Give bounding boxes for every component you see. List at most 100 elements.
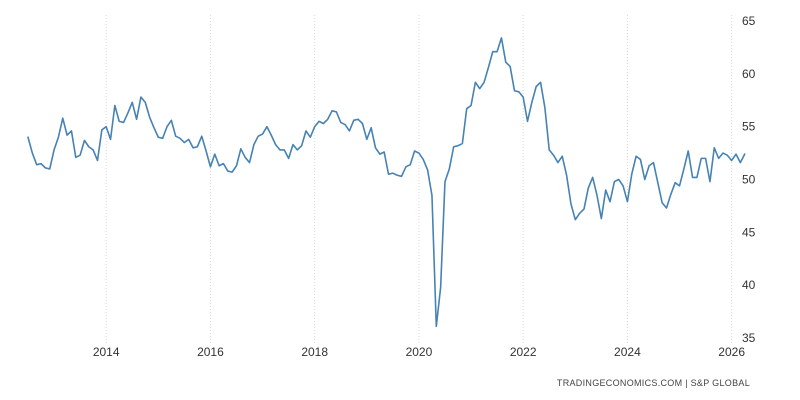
data-point-2018-07 [338, 120, 343, 125]
data-point-2013-09 [86, 144, 91, 149]
data-point-2022-01 [521, 95, 526, 100]
data-point-2016-01 [208, 164, 213, 169]
data-point-2014-12 [151, 125, 156, 130]
data-point-2025-05 [694, 175, 699, 180]
data-point-2018-03 [321, 121, 326, 126]
data-point-2019-04 [377, 152, 382, 157]
data-point-2013-06 [73, 155, 78, 160]
series-layer [27, 37, 746, 329]
data-point-2012-09 [34, 162, 39, 167]
data-point-2015-11 [199, 134, 204, 139]
data-point-2022-11 [564, 173, 569, 178]
data-point-2023-12 [621, 183, 626, 188]
data-point-2013-10 [91, 147, 96, 152]
data-point-2017-04 [273, 142, 278, 147]
data-point-2017-01 [260, 132, 265, 137]
data-point-2017-02 [264, 124, 269, 129]
data-point-2022-03 [529, 100, 534, 105]
data-point-2014-04 [117, 119, 122, 124]
data-point-2020-07 [442, 179, 447, 184]
data-point-2016-02 [212, 152, 217, 157]
data-point-2022-09 [555, 160, 560, 165]
data-point-2014-05 [121, 120, 126, 125]
x-tick-label-2014: 2014 [93, 345, 120, 359]
data-point-2017-06 [282, 147, 287, 152]
data-point-2022-04 [534, 84, 539, 89]
data-point-2020-01 [416, 151, 421, 156]
data-point-2022-02 [525, 119, 530, 124]
data-point-2012-11 [43, 165, 48, 170]
data-point-2025-02 [681, 166, 686, 171]
data-point-2019-07 [390, 171, 395, 176]
data-point-2021-11 [512, 88, 517, 93]
data-point-2020-02 [421, 157, 426, 162]
data-point-2014-10 [143, 100, 148, 105]
data-point-2023-06 [595, 193, 600, 198]
data-point-2013-11 [95, 158, 100, 163]
data-point-2018-05 [330, 108, 335, 113]
data-point-2023-05 [590, 175, 595, 180]
data-point-2012-12 [47, 166, 52, 171]
data-point-2017-07 [286, 156, 291, 161]
data-point-2017-12 [308, 135, 313, 140]
data-point-2019-02 [369, 125, 374, 130]
data-point-2024-09 [660, 200, 665, 205]
data-point-2018-10 [351, 118, 356, 123]
data-point-2025-10 [716, 156, 721, 161]
y-tick-label-40: 40 [742, 278, 756, 292]
source-attribution: TRADINGECONOMICS.COM | S&P GLOBAL [557, 378, 750, 388]
data-point-2026-02 [734, 152, 739, 157]
data-point-2025-06 [699, 156, 704, 161]
data-point-2026-03 [738, 160, 743, 165]
data-point-2018-02 [317, 119, 322, 124]
data-point-2020-09 [451, 144, 456, 149]
data-point-2015-06 [178, 136, 183, 141]
data-point-2018-01 [312, 124, 317, 129]
data-point-2015-01 [156, 135, 161, 140]
data-point-2024-10 [664, 206, 669, 211]
data-point-2025-07 [703, 156, 708, 161]
data-point-2016-05 [225, 169, 230, 174]
data-point-2023-02 [577, 211, 582, 216]
data-point-2016-12 [256, 134, 261, 139]
x-tick-label-2020: 2020 [406, 345, 433, 359]
data-point-2021-06 [490, 49, 495, 54]
data-point-2015-02 [160, 136, 165, 141]
data-point-2020-05 [434, 324, 439, 329]
data-point-2013-12 [99, 127, 104, 132]
data-point-2014-08 [134, 117, 139, 122]
data-point-2016-04 [221, 161, 226, 166]
data-point-2021-09 [503, 60, 508, 65]
data-point-2017-08 [290, 142, 295, 147]
data-point-2025-11 [720, 151, 725, 156]
y-tick-label-65: 65 [742, 14, 756, 28]
data-point-2020-06 [438, 285, 443, 290]
data-point-2024-07 [651, 160, 656, 165]
data-point-2016-06 [230, 170, 235, 175]
x-tick-label-2022: 2022 [510, 345, 537, 359]
x-axis-tick-labels: 2014 2016 2018 2020 2022 2024 2026 [93, 345, 745, 359]
data-point-2015-03 [164, 124, 169, 129]
data-point-2016-11 [251, 142, 256, 147]
data-point-2018-04 [325, 117, 330, 122]
data-point-2016-10 [247, 160, 252, 165]
data-point-2019-03 [373, 145, 378, 150]
y-tick-label-45: 45 [742, 225, 756, 239]
data-point-2021-07 [495, 49, 500, 54]
data-point-2019-11 [408, 162, 413, 167]
data-point-2015-05 [173, 134, 178, 139]
y-axis-tick-labels: 35 40 45 50 55 60 65 [742, 14, 756, 345]
y-tick-label-50: 50 [742, 173, 756, 187]
data-point-2024-12 [673, 180, 678, 185]
data-point-2014-03 [112, 103, 117, 108]
data-point-2022-05 [538, 80, 543, 85]
data-point-2013-01 [52, 147, 57, 152]
data-point-2022-12 [568, 201, 573, 206]
data-point-2015-10 [195, 144, 200, 149]
x-tick-label-2026: 2026 [718, 345, 745, 359]
data-point-2020-04 [429, 193, 434, 198]
data-point-2019-12 [412, 148, 417, 153]
data-point-2017-11 [303, 128, 308, 133]
data-point-2025-04 [690, 175, 695, 180]
